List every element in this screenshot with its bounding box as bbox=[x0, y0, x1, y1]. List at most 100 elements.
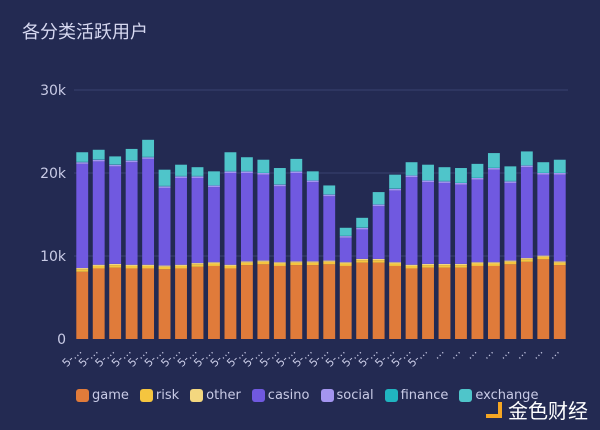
legend-item-other[interactable]: other bbox=[190, 388, 241, 403]
bar-segment-risk bbox=[191, 264, 204, 267]
bar-segment-casino bbox=[208, 187, 220, 263]
bar-segment-risk bbox=[273, 263, 286, 266]
bar-segment-risk bbox=[109, 265, 122, 268]
bar-segment-other bbox=[306, 261, 319, 263]
legend-label: game bbox=[92, 388, 129, 403]
bar-segment-game bbox=[504, 264, 517, 339]
bar-segment-other bbox=[389, 262, 402, 264]
legend-label: exchange bbox=[475, 388, 539, 403]
bar-segment-game bbox=[224, 268, 237, 339]
bar-segment-game bbox=[175, 268, 187, 339]
bar-segment-casino bbox=[323, 196, 336, 261]
bar-segment-risk bbox=[438, 265, 451, 268]
bar-segment-other bbox=[191, 263, 204, 265]
legend-label: other bbox=[206, 388, 241, 403]
bar-segment-casino bbox=[224, 173, 237, 265]
bar-segment-exchange bbox=[389, 174, 402, 189]
bar-segment-risk bbox=[520, 259, 533, 262]
bar-segment-other bbox=[323, 260, 336, 262]
bar-segment-casino bbox=[537, 174, 550, 256]
bar-segment-other bbox=[109, 263, 122, 266]
bar-segment-social bbox=[405, 175, 418, 178]
legend-item-social[interactable]: social bbox=[320, 388, 374, 403]
bar-segment-risk bbox=[290, 262, 303, 266]
bar-segment-other bbox=[273, 262, 286, 264]
bar-segment-game bbox=[257, 264, 270, 339]
bar-segment-risk bbox=[504, 261, 517, 265]
legend-item-casino[interactable]: casino bbox=[251, 388, 310, 403]
bar-segment-casino bbox=[438, 182, 451, 264]
x-tick-label: … bbox=[479, 345, 496, 362]
bar-segment-game bbox=[92, 268, 105, 339]
bar-segment-casino bbox=[487, 169, 500, 263]
bar-segment-exchange bbox=[158, 169, 171, 186]
bar-segment-exchange bbox=[208, 171, 220, 186]
bar-segment-other bbox=[240, 261, 253, 263]
bar-segment-risk bbox=[389, 263, 402, 266]
bar-segment-exchange bbox=[290, 158, 303, 171]
chart-title: 各分类活跃用户 bbox=[22, 22, 148, 43]
bar-segment-other bbox=[372, 258, 385, 261]
legend-item-exchange[interactable]: exchange bbox=[459, 388, 538, 403]
bar-segment-other bbox=[158, 265, 171, 267]
bar-segment-game bbox=[208, 265, 220, 339]
bar-segment-risk bbox=[257, 261, 270, 265]
bar-segment-exchange bbox=[537, 162, 550, 173]
bar-segment-risk bbox=[455, 265, 467, 268]
bar-segment-social bbox=[191, 176, 204, 178]
bar-segment-social bbox=[290, 171, 303, 173]
bar-segment-social bbox=[323, 194, 336, 197]
bar-segment-other bbox=[224, 264, 237, 266]
bar-segment-social bbox=[208, 185, 220, 188]
bar-segment-game bbox=[553, 265, 566, 339]
bar-segment-game bbox=[537, 259, 550, 339]
bar-segment-risk bbox=[158, 266, 171, 270]
legend-item-game[interactable]: game bbox=[76, 388, 129, 403]
bar-segment-other bbox=[504, 260, 517, 262]
bar-segment-game bbox=[125, 268, 138, 339]
watermark: 金色财经 bbox=[486, 395, 588, 424]
bar-segment-social bbox=[504, 181, 517, 183]
bar-segment-exchange bbox=[422, 164, 434, 181]
bar-segment-social bbox=[372, 204, 385, 207]
bar-segment-risk bbox=[372, 260, 385, 263]
x-tick-label: … bbox=[496, 345, 513, 362]
legend-label: social bbox=[336, 388, 374, 403]
bar-segment-exchange bbox=[257, 159, 270, 173]
legend-swatch bbox=[320, 389, 334, 402]
bar-segment-risk bbox=[240, 262, 253, 266]
watermark-logo-icon bbox=[486, 401, 502, 418]
bar-segment-social bbox=[273, 184, 286, 187]
bar-segment-social bbox=[487, 168, 500, 170]
bar-segment-exchange bbox=[175, 164, 187, 176]
bar-segment-game bbox=[339, 265, 352, 339]
bar-segment-other bbox=[257, 260, 270, 262]
x-tick-label: … bbox=[430, 345, 447, 362]
bar-segment-exchange bbox=[356, 217, 369, 228]
bar-segment-other bbox=[208, 262, 220, 264]
bar-segment-social bbox=[471, 177, 484, 180]
legend-swatch bbox=[251, 389, 265, 402]
bar-segment-casino bbox=[273, 186, 286, 263]
bar-segment-casino bbox=[240, 173, 253, 262]
bar-segment-game bbox=[356, 262, 369, 339]
bar-segment-social bbox=[142, 157, 155, 159]
bar-segment-game bbox=[438, 267, 451, 339]
bar-segment-social bbox=[125, 160, 138, 163]
bar-segment-casino bbox=[290, 173, 303, 262]
bar-segment-exchange bbox=[323, 185, 336, 195]
bar-segment-casino bbox=[339, 237, 352, 263]
bar-segment-social bbox=[339, 236, 352, 238]
bar-segment-game bbox=[422, 267, 434, 339]
bar-segment-casino bbox=[191, 177, 204, 264]
legend-item-finance[interactable]: finance bbox=[384, 388, 448, 403]
legend: game risk other casino social finance exchange bbox=[76, 388, 538, 403]
bar-segment-game bbox=[520, 261, 533, 339]
legend-item-risk[interactable]: risk bbox=[139, 388, 179, 403]
bar-segment-risk bbox=[537, 256, 550, 260]
watermark-text: 金色财经 bbox=[508, 399, 588, 423]
bar-segment-other bbox=[455, 263, 467, 266]
y-tick-label: 10k bbox=[40, 249, 67, 265]
bar-segment-exchange bbox=[405, 162, 418, 176]
y-tick-label: 0 bbox=[57, 332, 66, 348]
